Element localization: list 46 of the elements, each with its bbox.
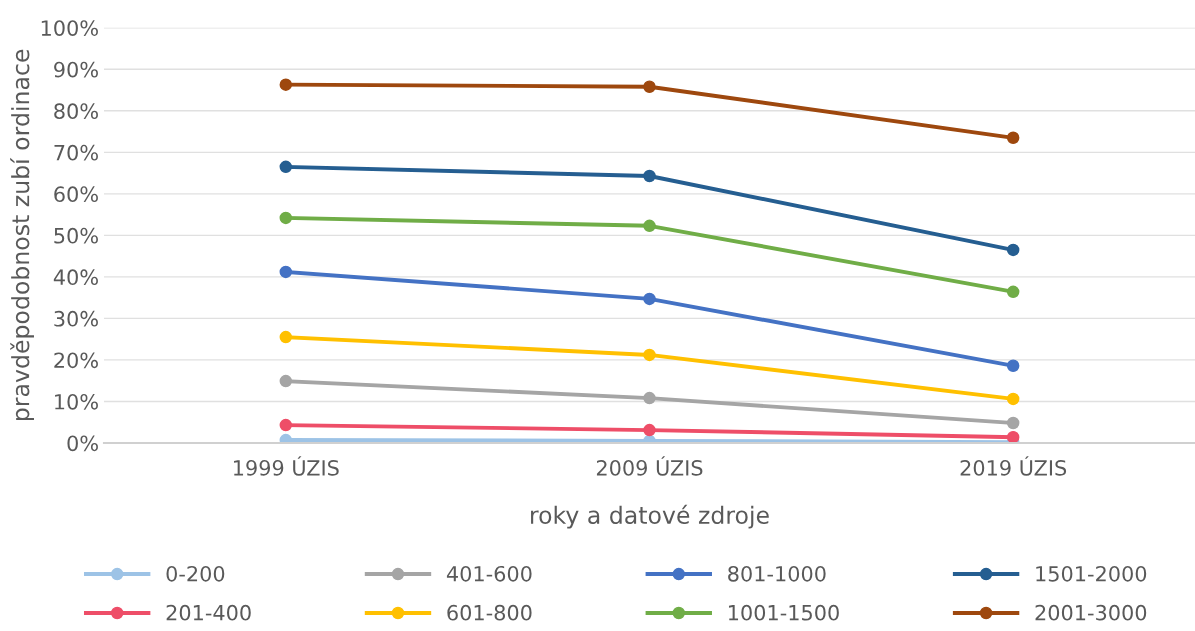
point	[1006, 243, 1020, 257]
point	[643, 169, 656, 183]
point	[279, 433, 293, 443]
y-tick-label: 70%	[54, 144, 98, 161]
legend-label: 1501-2000	[1036, 565, 1147, 582]
x-tick-label: 2019 ÚZIS	[960, 456, 1067, 476]
point	[279, 374, 293, 388]
legend-label: 401-600	[446, 565, 532, 582]
point	[279, 330, 293, 344]
point	[643, 292, 656, 306]
point	[1006, 392, 1020, 406]
point	[1006, 285, 1020, 299]
point	[643, 348, 656, 362]
x-axis-title: roky a datové zdroje	[531, 504, 769, 529]
y-tick-label: 80%	[54, 103, 98, 120]
y-tick-label: 0%	[67, 435, 98, 452]
point	[279, 78, 293, 91]
y-tick-label: 60%	[54, 186, 98, 203]
point	[1006, 131, 1020, 145]
y-tick-label: 10%	[55, 393, 98, 410]
point	[1006, 416, 1020, 430]
point	[643, 423, 656, 437]
y-tick-label: 90%	[54, 61, 98, 78]
point	[1006, 359, 1020, 372]
legend-label: 201-400	[166, 604, 251, 621]
x-tick-label: 2009 ÚZIS	[596, 456, 703, 476]
point	[643, 391, 656, 405]
point	[279, 265, 293, 279]
point	[643, 219, 656, 233]
point	[1006, 430, 1020, 443]
legend-label: 1001-1500	[728, 604, 839, 621]
y-tick-label: 50%	[54, 227, 98, 244]
legend-label: 801-1000	[728, 565, 826, 582]
legend-label: 601-800	[447, 604, 532, 621]
y-tick-label: 30%	[54, 310, 98, 327]
point	[279, 160, 293, 174]
legend-label: 0-200	[166, 565, 225, 582]
point	[279, 418, 293, 432]
y-tick-label: 20%	[54, 352, 98, 369]
y-tick-label: 40%	[53, 269, 98, 286]
x-tick-label: 1999 ÚZIS	[234, 456, 339, 476]
y-axis-title: pravděpodobnost zubí ordinace	[10, 49, 34, 421]
y-tick-label: 100%	[41, 20, 98, 36]
point	[279, 211, 293, 225]
legend-label: 2001-3000	[1035, 604, 1147, 621]
point	[643, 80, 656, 93]
